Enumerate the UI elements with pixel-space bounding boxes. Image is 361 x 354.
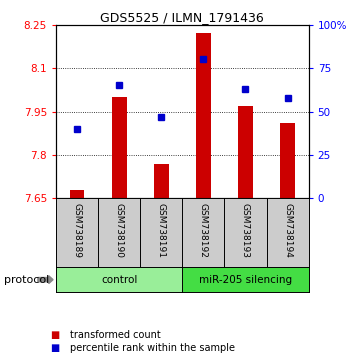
Text: GSM738192: GSM738192 bbox=[199, 203, 208, 258]
Bar bbox=[70, 190, 84, 198]
Text: GSM738193: GSM738193 bbox=[241, 203, 250, 258]
Text: GSM738191: GSM738191 bbox=[157, 203, 166, 258]
Text: GSM738190: GSM738190 bbox=[115, 203, 123, 258]
Text: ■: ■ bbox=[51, 343, 60, 353]
Text: protocol: protocol bbox=[4, 275, 49, 285]
Bar bbox=[196, 34, 211, 198]
Text: percentile rank within the sample: percentile rank within the sample bbox=[70, 343, 235, 353]
Text: GSM738194: GSM738194 bbox=[283, 203, 292, 258]
Bar bbox=[112, 97, 126, 198]
Bar bbox=[280, 123, 295, 198]
Text: control: control bbox=[101, 275, 137, 285]
Bar bbox=[238, 106, 253, 198]
Text: GSM738189: GSM738189 bbox=[73, 203, 82, 258]
Text: miR-205 silencing: miR-205 silencing bbox=[199, 275, 292, 285]
Text: ■: ■ bbox=[51, 330, 60, 339]
Text: transformed count: transformed count bbox=[70, 330, 161, 339]
Title: GDS5525 / ILMN_1791436: GDS5525 / ILMN_1791436 bbox=[100, 11, 264, 24]
Bar bbox=[154, 164, 169, 198]
